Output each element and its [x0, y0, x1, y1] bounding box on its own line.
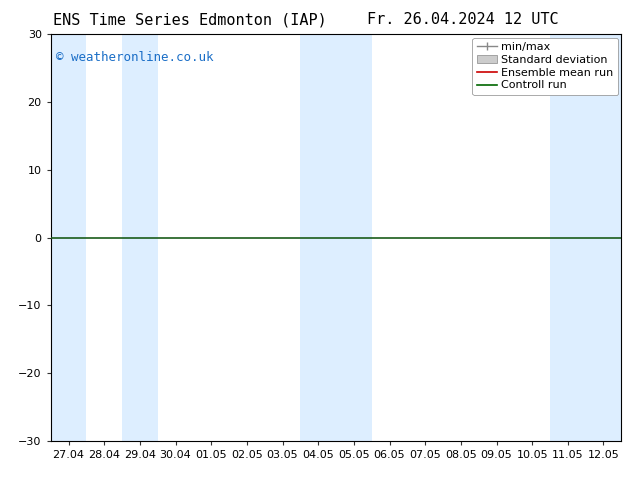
Bar [51, 34, 86, 441]
Text: ENS Time Series Edmonton (IAP): ENS Time Series Edmonton (IAP) [53, 12, 327, 27]
Text: © weatheronline.co.uk: © weatheronline.co.uk [56, 50, 214, 64]
Bar [550, 34, 621, 441]
Legend: min/max, Standard deviation, Ensemble mean run, Controll run: min/max, Standard deviation, Ensemble me… [472, 38, 618, 95]
Bar [122, 34, 158, 441]
Text: Fr. 26.04.2024 12 UTC: Fr. 26.04.2024 12 UTC [367, 12, 559, 27]
Bar [301, 34, 372, 441]
